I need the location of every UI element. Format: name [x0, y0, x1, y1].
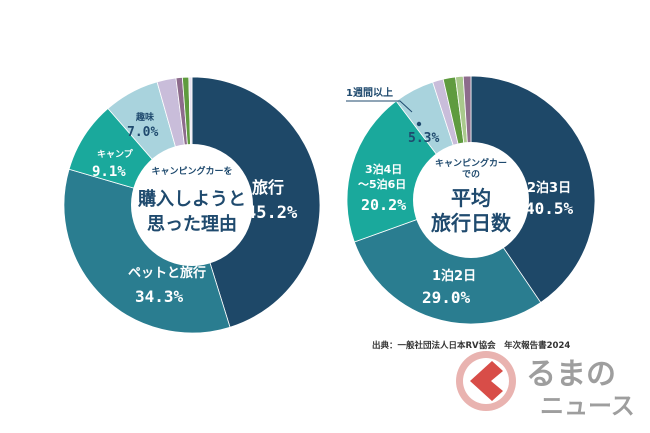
slice-label-hobby: 趣味: [135, 111, 154, 123]
slice-pct-1week: 5.3%: [408, 131, 439, 146]
pie-slice-0: [470, 75, 596, 304]
center-title-small: キャンピングカーを: [151, 165, 232, 177]
slice-label-camp: キャンプ: [97, 148, 134, 160]
donut-purchase-reason: キャンピングカーを 購入しようと 思った理由 旅行 45.2% ペットと旅行 3…: [63, 76, 321, 334]
slice-label-3n4d-b: ～5泊6日: [358, 177, 406, 191]
kuruma-news-logo: るまの ニュース: [456, 351, 635, 420]
callout-dot: [416, 121, 422, 127]
slice-pct-hobby: 7.0%: [127, 125, 158, 140]
slice-label-pet-travel: ペットと旅行: [128, 265, 206, 281]
center-title-small-2: での: [462, 169, 480, 180]
callout-one-week-plus: 1週間以上: [346, 86, 393, 99]
center-title-line1: 平均: [451, 186, 491, 210]
center-title-small-1: キャンピングカー: [435, 157, 507, 169]
logo-text-line2: ニュース: [540, 392, 635, 420]
donut-hole: [131, 144, 253, 266]
donut-trip-length: キャンピングカー での 平均 旅行日数 2泊3日 40.5% 1泊2日 29.0…: [346, 75, 596, 325]
slice-label-2n3d: 2泊3日: [527, 180, 571, 196]
slice-label-travel: 旅行: [252, 178, 284, 197]
slice-pct-3n4d: 20.2%: [361, 196, 406, 214]
source-note: 出典：一般社団法人日本RV協会 年次報告書2024: [372, 340, 570, 351]
slice-label-1n2d: 1泊2日: [432, 268, 476, 284]
center-title-line2: 旅行日数: [431, 211, 512, 235]
slice-pct-2n3d: 40.5%: [525, 199, 574, 218]
donut-hole: [413, 142, 529, 258]
pie-slice-1: [353, 199, 542, 325]
callout-leader-line: [346, 100, 413, 113]
center-title-line2: 思った理由: [147, 213, 237, 235]
logo-chevron-icon: [470, 361, 503, 401]
logo-text-line1: るまの: [526, 357, 616, 392]
slice-pct-camp: 9.1%: [92, 164, 126, 180]
trip-length-slices: [346, 75, 596, 325]
slice-label-3n4d-a: 3泊4日: [365, 162, 402, 176]
slice-pct-travel: 45.2%: [246, 203, 298, 223]
slice-pct-pet-travel: 34.3%: [135, 287, 184, 306]
pie-slice-0: [191, 76, 321, 328]
slice-pct-1n2d: 29.0%: [422, 288, 471, 307]
center-title-line1: 購入しようと: [137, 188, 246, 210]
